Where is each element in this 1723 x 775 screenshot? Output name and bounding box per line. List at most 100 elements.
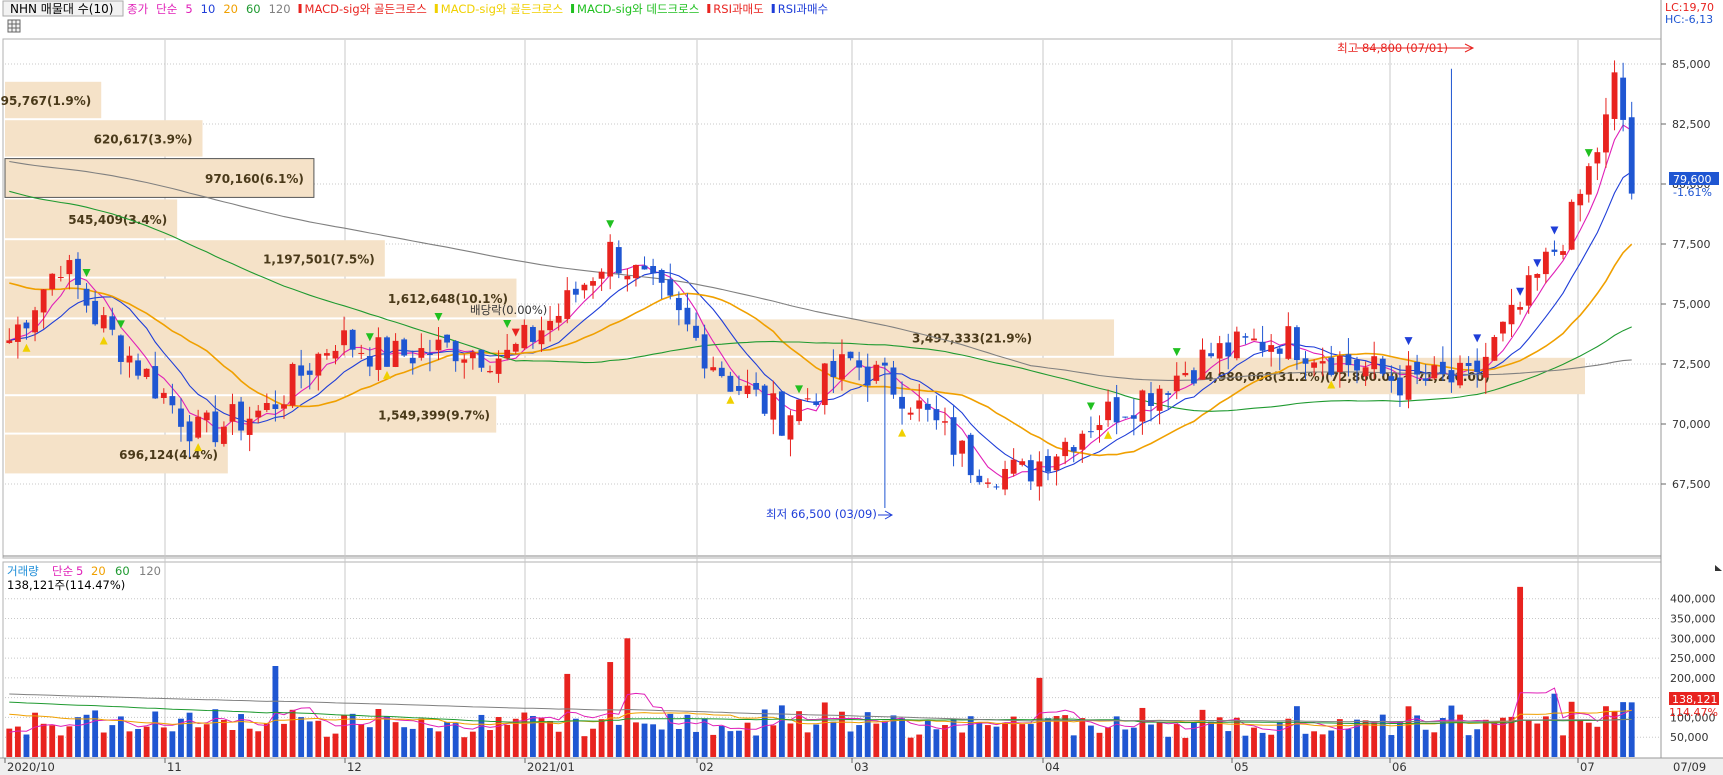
signal-arrow-icon xyxy=(503,320,512,329)
signal-arrow-icon xyxy=(1104,430,1113,439)
volume-bar xyxy=(315,720,322,757)
volume-bar xyxy=(675,728,682,757)
candle-body xyxy=(727,375,734,392)
price-tick-label: 70,000 xyxy=(1672,418,1711,431)
resize-handle-icon[interactable] xyxy=(1715,565,1722,571)
volume-bar xyxy=(924,719,931,757)
volume-bar xyxy=(1534,723,1541,757)
candle-body xyxy=(100,315,107,329)
candle-body xyxy=(1362,367,1369,377)
candle-body xyxy=(607,241,614,277)
candle-body xyxy=(229,404,236,422)
x-tick-label: 06 xyxy=(1392,760,1407,774)
volume-bar xyxy=(1294,706,1300,757)
volume-bar xyxy=(1070,735,1077,757)
candle-body xyxy=(203,412,210,421)
volume-bar xyxy=(178,718,184,757)
candle-body xyxy=(246,418,253,435)
candle-body xyxy=(1431,365,1438,379)
volume-bar xyxy=(856,725,863,757)
volume-bar xyxy=(1379,714,1386,757)
candle-body xyxy=(959,440,966,454)
volume-legend: 거래량 단순 5 20 60 120 xyxy=(7,564,161,578)
candle-body xyxy=(126,355,133,363)
lc-readout: LC:19,70 xyxy=(1665,1,1714,14)
volume-bar xyxy=(160,727,167,757)
volume-bar xyxy=(899,718,905,757)
candle-body xyxy=(1371,356,1378,370)
candle-body xyxy=(1002,468,1008,490)
volume-bar xyxy=(693,731,699,757)
volume-bar xyxy=(1062,715,1069,757)
candle-body xyxy=(75,258,81,285)
volume-bar xyxy=(109,725,116,757)
volume-legend-item: 20 xyxy=(91,564,106,578)
volume-bar xyxy=(1491,722,1498,757)
volume-readout: 138,121주(114.47%) xyxy=(7,578,125,592)
candle-body xyxy=(950,417,957,455)
current-volume-ratio: 114.47% xyxy=(1669,706,1718,719)
candle-body xyxy=(1216,343,1223,359)
candle-body xyxy=(1285,326,1292,359)
volume-bar xyxy=(117,716,124,757)
volume-bar xyxy=(341,715,347,757)
settings-grid-icon-lines xyxy=(8,20,20,32)
volume-bar xyxy=(512,718,519,757)
hc-readout: HC:-6,13 xyxy=(1665,13,1713,26)
price-tick-label: 85,000 xyxy=(1672,58,1711,71)
candle-body xyxy=(1354,359,1360,371)
candle-body xyxy=(332,350,339,359)
candle-body xyxy=(1173,375,1180,392)
volume-bar xyxy=(426,728,433,757)
volume-bar xyxy=(229,729,236,757)
candle-body xyxy=(572,288,579,295)
current-volume-badge xyxy=(1669,692,1719,705)
title-box[interactable] xyxy=(2,0,124,17)
candle-body xyxy=(32,310,38,333)
candle-body xyxy=(512,343,519,352)
candle-body xyxy=(547,320,554,331)
candle-body xyxy=(1062,441,1069,457)
candle-body xyxy=(220,426,227,444)
legend-item: RSI과매도 xyxy=(713,2,763,16)
candle-body xyxy=(1199,349,1206,380)
low-annotation: 최저 66,500 (03/09) xyxy=(766,507,877,521)
price-tick-label: 82,500 xyxy=(1672,118,1711,131)
volume-bar xyxy=(255,731,262,757)
volume-bar xyxy=(1560,735,1566,757)
volume-bar xyxy=(787,723,794,757)
price-tick-label: 75,000 xyxy=(1672,298,1711,311)
candle-body xyxy=(478,349,485,368)
signal-arrow-icon xyxy=(1086,402,1095,411)
volume-bar xyxy=(1268,734,1275,757)
candle-body xyxy=(830,360,837,378)
candle-body xyxy=(744,385,751,395)
candle-body xyxy=(341,330,347,346)
volume-bar xyxy=(1216,717,1223,757)
volume-tick-label: 350,000 xyxy=(1670,613,1716,626)
volume-bar xyxy=(1585,722,1592,757)
candle-body xyxy=(736,385,742,391)
volume-bar xyxy=(881,720,888,757)
candle-body xyxy=(1208,353,1215,357)
volume-bar xyxy=(547,720,554,757)
ma60-line xyxy=(9,190,1632,412)
volume-bar xyxy=(281,723,287,757)
volume-bar xyxy=(1628,702,1635,757)
volume-bar xyxy=(401,727,408,757)
signal-arrow-icon xyxy=(194,443,203,452)
candle-body xyxy=(66,260,73,275)
settings-grid-icon[interactable] xyxy=(7,19,21,33)
candle-body xyxy=(178,408,184,427)
candle-body xyxy=(444,334,451,343)
volume-bar xyxy=(1045,718,1051,757)
volume-bar xyxy=(624,638,631,757)
volume-bar xyxy=(1173,724,1180,757)
x-tick-label: 05 xyxy=(1234,760,1249,774)
candle-body xyxy=(1560,251,1566,255)
candle-body xyxy=(1508,304,1515,325)
volume-bar xyxy=(1594,726,1601,757)
candle-body xyxy=(57,276,64,278)
volume-profile-label: 3,497,333(21.9%) xyxy=(912,332,1032,346)
candle-body xyxy=(1474,360,1481,373)
